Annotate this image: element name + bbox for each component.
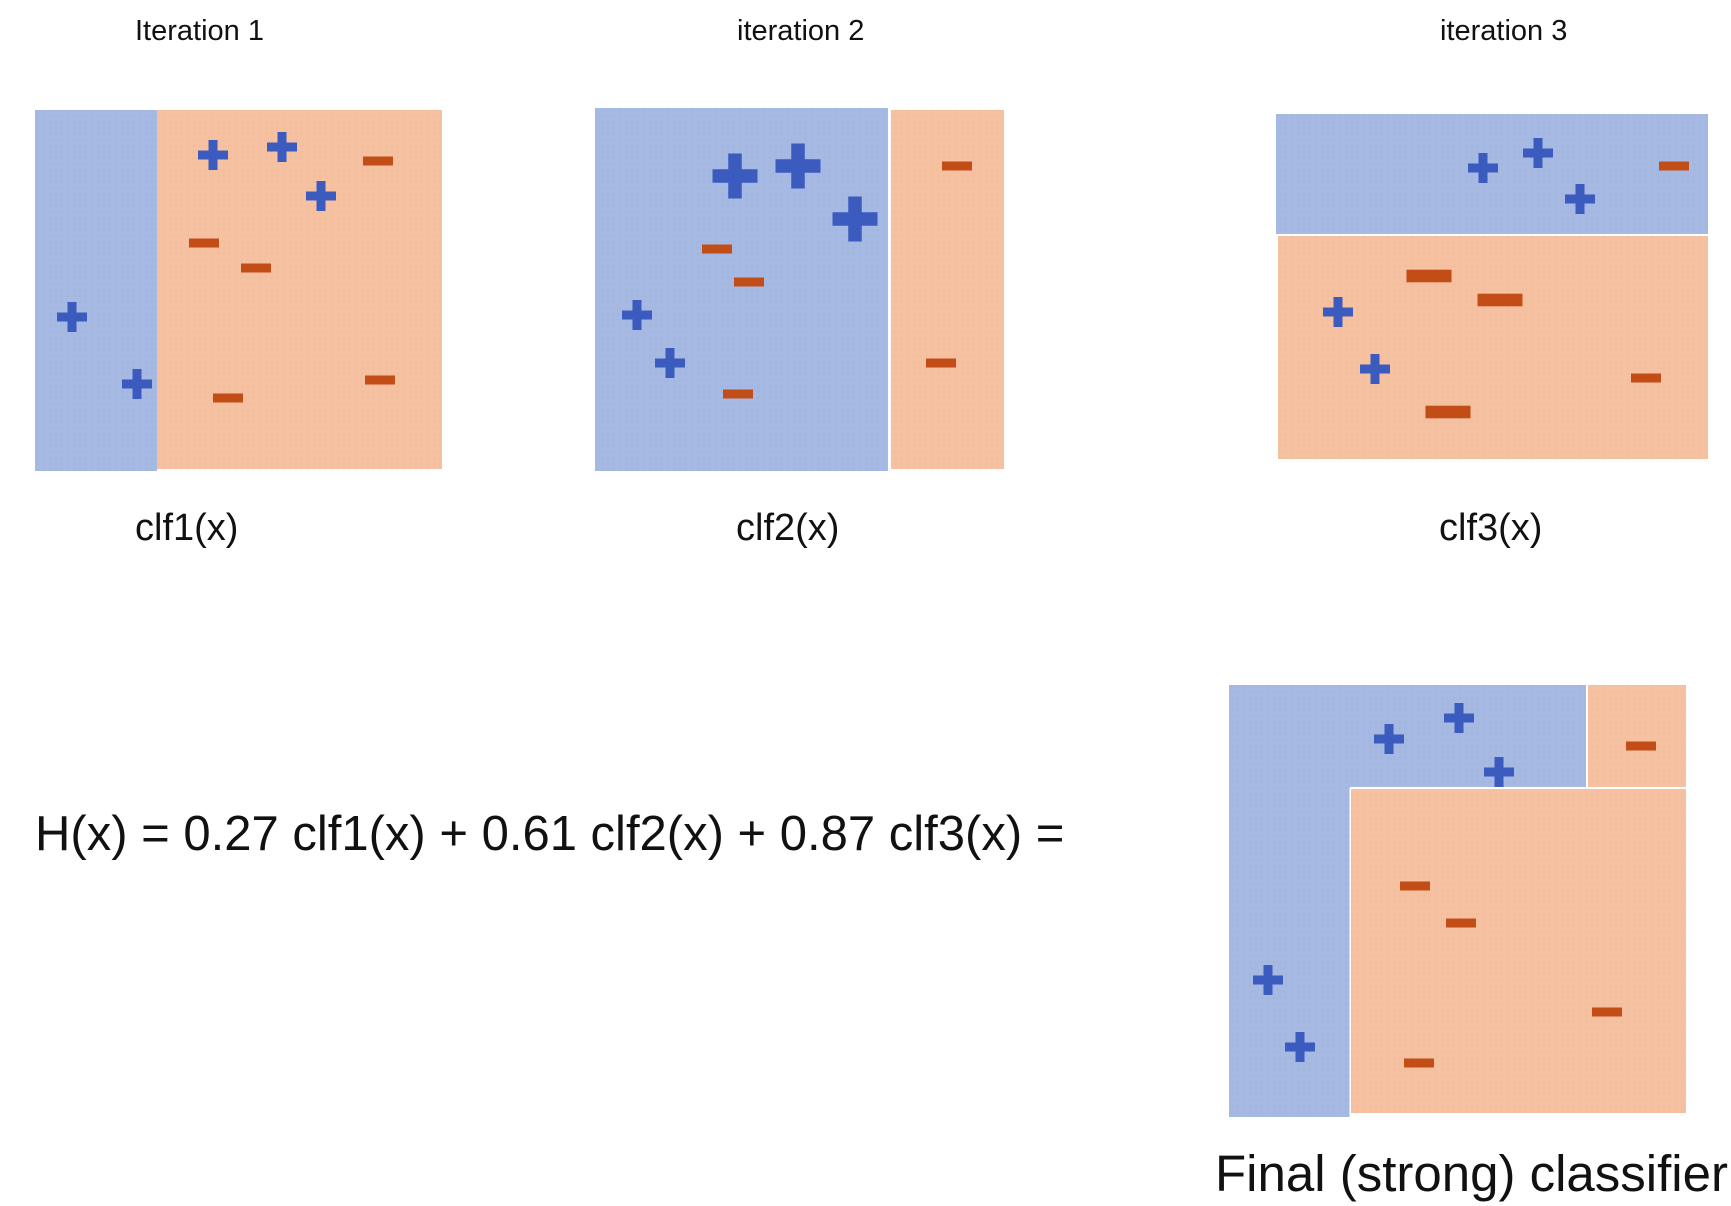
plus-marker-icon: [198, 140, 228, 170]
panel-final-classifier: [1229, 685, 1686, 1117]
panel-iteration-1: [35, 110, 442, 471]
plus-marker-icon: [832, 196, 878, 242]
minus-marker-icon: [363, 156, 393, 166]
minus-marker-icon: [1406, 269, 1452, 283]
classifier-3-label: clf3(x): [1439, 507, 1543, 549]
final-classifier-caption: Final (strong) classifier: [1215, 1145, 1728, 1202]
plus-marker-icon: [1360, 354, 1390, 384]
iteration-3-title: iteration 3: [1440, 15, 1568, 47]
plus-marker-icon: [1565, 184, 1595, 214]
plus-marker-icon: [306, 181, 336, 211]
minus-marker-icon: [1659, 161, 1689, 171]
plus-marker-icon: [775, 143, 821, 189]
plus-marker-icon: [622, 300, 652, 330]
plus-marker-icon: [1374, 724, 1404, 754]
minus-marker-icon: [189, 238, 219, 248]
minus-marker-icon: [723, 389, 753, 399]
plus-marker-icon: [122, 369, 152, 399]
minus-marker-icon: [1400, 881, 1430, 891]
plus-marker-icon: [1468, 153, 1498, 183]
plus-marker-icon: [1523, 138, 1553, 168]
minus-marker-icon: [241, 263, 271, 273]
classifier-2-label: clf2(x): [736, 507, 840, 549]
sample-markers: [57, 132, 1689, 1068]
plus-marker-icon: [1444, 703, 1474, 733]
minus-marker-icon: [1626, 741, 1656, 751]
minus-marker-icon: [942, 161, 972, 171]
minus-marker-icon: [213, 393, 243, 403]
iteration-1-title: Iteration 1: [135, 15, 264, 47]
plus-marker-icon: [1253, 965, 1283, 995]
plus-marker-icon: [1323, 297, 1353, 327]
minus-marker-icon: [1592, 1007, 1622, 1017]
minus-marker-icon: [926, 358, 956, 368]
classifier-1-label: clf1(x): [135, 507, 239, 549]
plus-marker-icon: [57, 302, 87, 332]
minus-marker-icon: [702, 244, 732, 254]
minus-marker-icon: [734, 277, 764, 287]
plus-marker-icon: [712, 153, 758, 199]
minus-marker-icon: [1631, 373, 1661, 383]
minus-marker-icon: [1404, 1058, 1434, 1068]
panel-iteration-3: [1276, 114, 1708, 459]
ensemble-formula: H(x) = 0.27 clf1(x) + 0.61 clf2(x) + 0.8…: [35, 807, 1065, 861]
plus-marker-icon: [267, 132, 297, 162]
minus-marker-icon: [1446, 918, 1476, 928]
plus-marker-icon: [1285, 1032, 1315, 1062]
minus-marker-icon: [1425, 405, 1471, 419]
plus-marker-icon: [655, 348, 685, 378]
minus-marker-icon: [1477, 293, 1523, 307]
minus-marker-icon: [365, 375, 395, 385]
plus-marker-icon: [1484, 757, 1514, 787]
iteration-2-title: iteration 2: [737, 15, 865, 47]
